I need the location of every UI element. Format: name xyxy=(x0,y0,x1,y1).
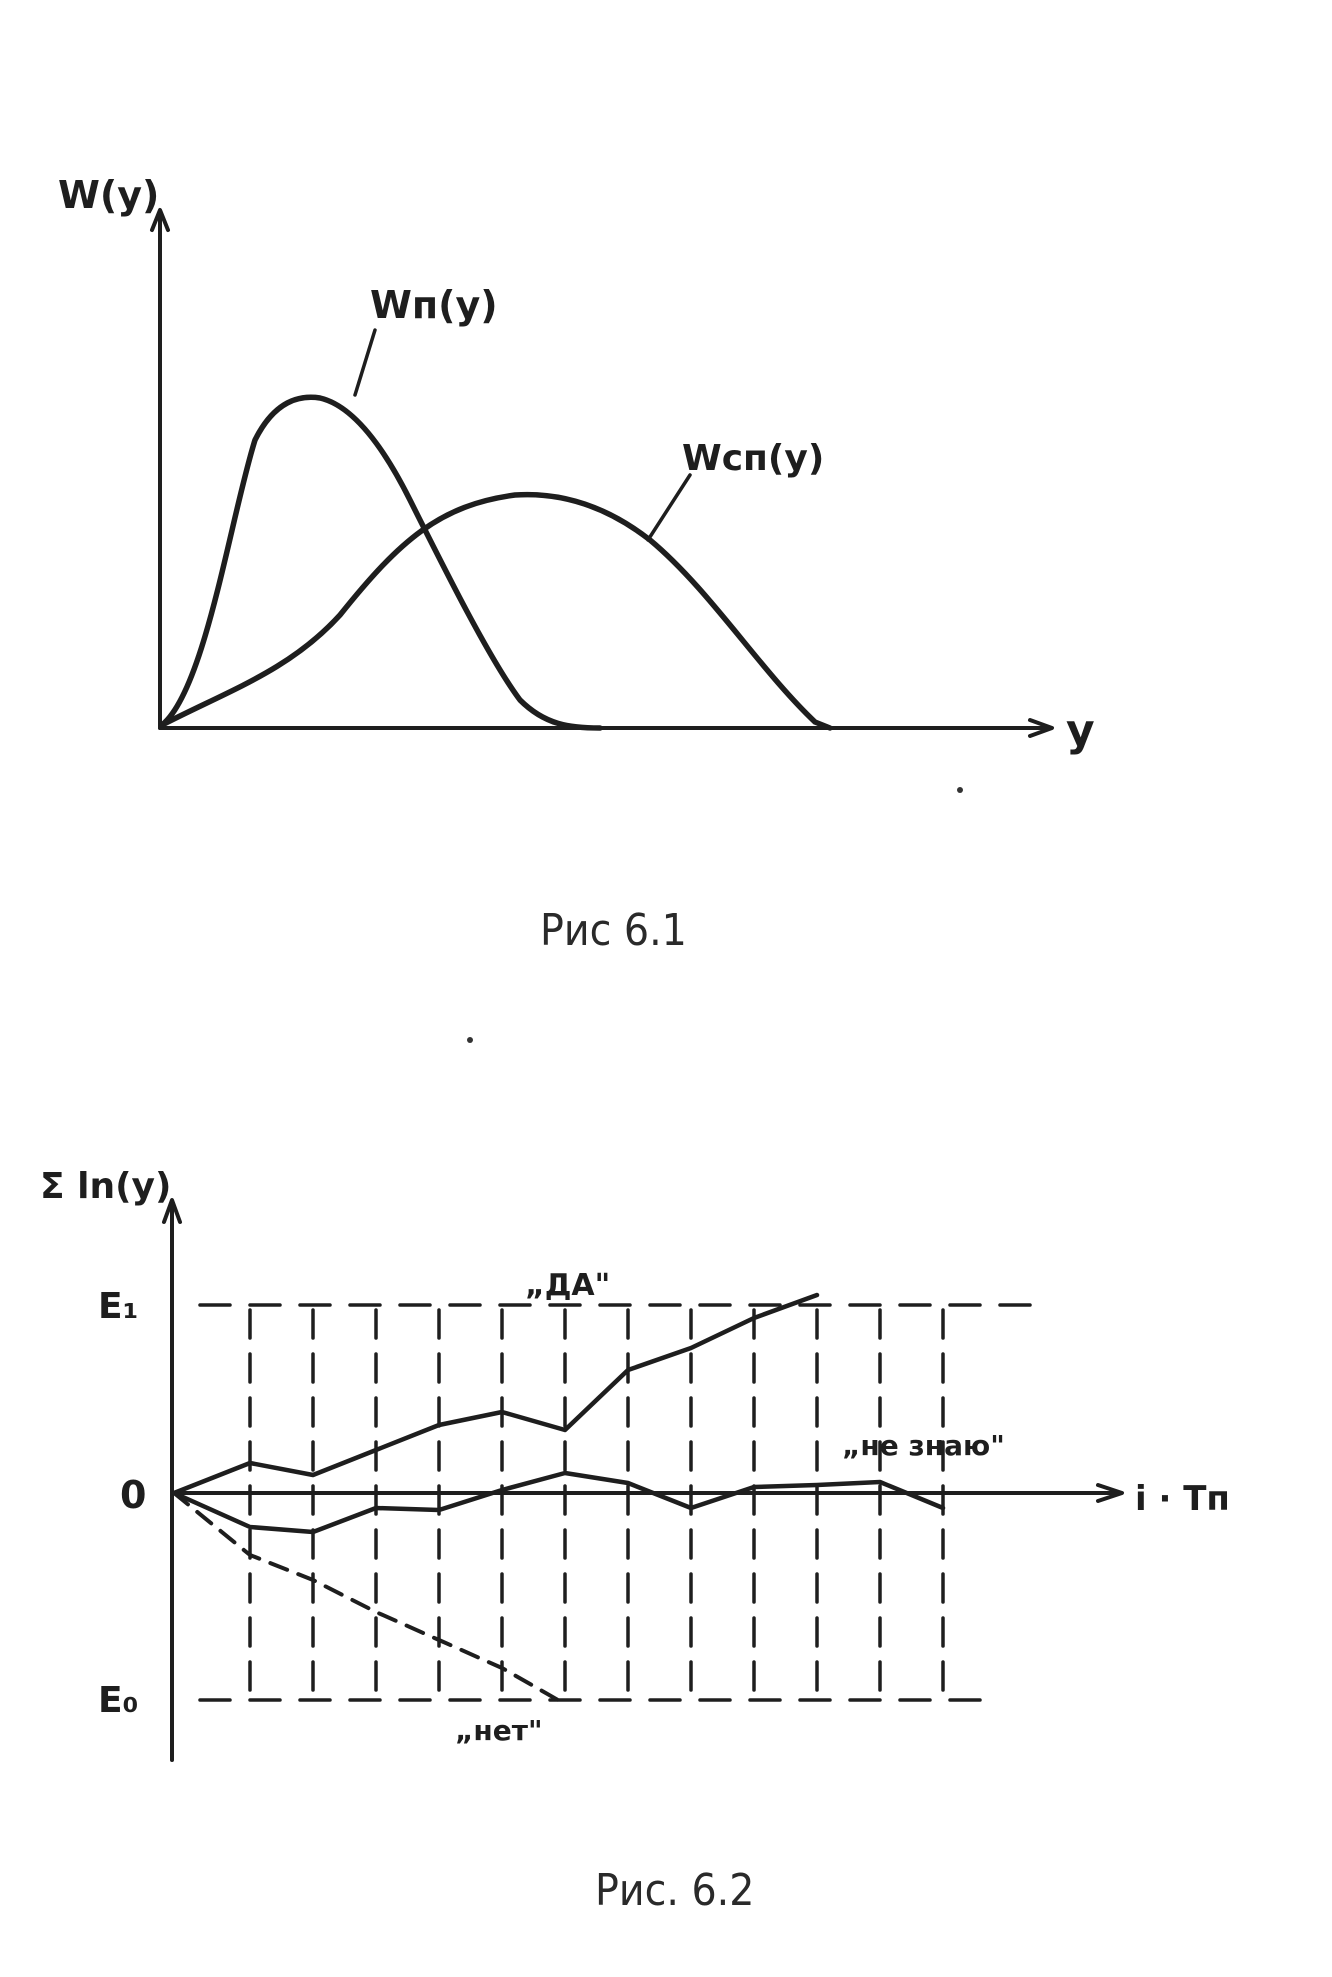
fig2-upper-threshold-label: Е₁ xyxy=(98,1286,138,1327)
fig2-y-axis-arrow xyxy=(162,1198,182,1224)
figure-6-1: W(y) y Wп(y) Wсп(y) Рис 6.1 xyxy=(58,173,1095,956)
fig1-curve-noise xyxy=(159,394,603,731)
fig1-curve-signal-label: Wсп(y) xyxy=(682,438,824,479)
fig1-leader-signal xyxy=(646,473,692,542)
fig1-leader-noise xyxy=(353,328,377,397)
fig2-label-dont-know: „не знаю" xyxy=(842,1429,1005,1462)
fig1-caption: Рис 6.1 xyxy=(540,905,687,956)
figure-6-2: Σ ln(y) i · Tп Е₁ 0 Е₀ „ДА" „не знаю" „н… xyxy=(40,1166,1230,1916)
fig2-x-axis-label: i · Tп xyxy=(1135,1479,1230,1519)
fig1-x-axis-arrow xyxy=(1028,718,1054,738)
fig2-x-axis-arrow xyxy=(1096,1483,1124,1503)
fig1-curve-noise-label: Wп(y) xyxy=(370,283,498,327)
scan-specks xyxy=(467,787,963,1043)
fig1-curve-signal xyxy=(159,491,833,731)
fig2-label-no: „нет" xyxy=(455,1714,543,1747)
fig2-y-axis-label: Σ ln(y) xyxy=(40,1166,171,1207)
fig1-y-axis-arrow xyxy=(150,208,170,232)
fig2-lower-threshold-label: Е₀ xyxy=(98,1680,138,1721)
fig2-path-dont-know xyxy=(171,1470,946,1535)
fig2-path-no xyxy=(172,1491,560,1702)
fig2-zero-label: 0 xyxy=(120,1473,146,1517)
fig2-label-yes: „ДА" xyxy=(525,1268,610,1303)
fig1-x-axis-label: y xyxy=(1066,705,1095,756)
fig2-path-yes xyxy=(171,1292,820,1496)
fig2-sampling-lines xyxy=(248,1308,945,1692)
fig1-y-axis-label: W(y) xyxy=(58,173,159,217)
fig2-caption: Рис. 6.2 xyxy=(595,1865,754,1916)
